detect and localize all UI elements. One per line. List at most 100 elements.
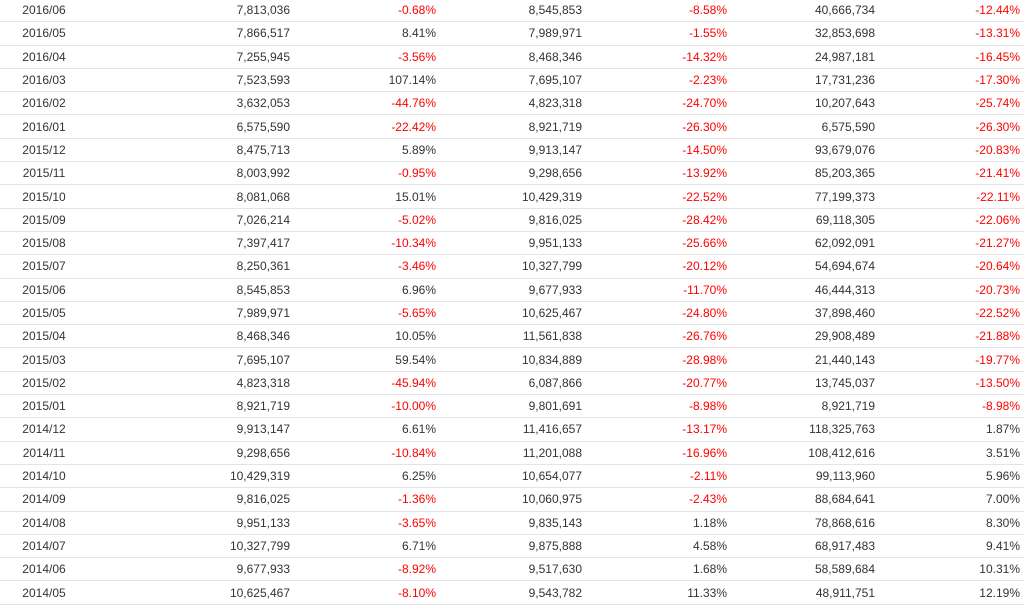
prev-year-value-cell: 9,875,888 [440,534,586,559]
cumulative-value-cell: 21,440,143 [732,347,879,372]
monthly-value-cell: 8,003,992 [110,161,290,186]
monthly-change-cell: 8.41% [290,21,440,46]
cumulative-value-cell: 32,853,698 [732,21,879,46]
cumulative-change-cell: -20.64% [879,254,1024,279]
period-cell: 2016/04 [0,45,110,69]
period-cell: 2015/03 [0,347,110,372]
yoy-change-cell: 1.68% [586,557,732,582]
cumulative-value-cell: 69,118,305 [732,208,879,232]
prev-year-value-cell: 8,545,853 [440,0,586,23]
prev-year-value-cell: 7,695,107 [440,68,586,93]
prev-year-value-cell: 8,468,346 [440,45,586,69]
monthly-change-cell: 6.96% [290,278,440,302]
monthly-change-cell: 15.01% [290,184,440,209]
prev-year-value-cell: 10,834,889 [440,347,586,372]
period-cell: 2015/07 [0,254,110,279]
cumulative-value-cell: 40,666,734 [732,0,879,23]
cumulative-change-cell: 1.87% [879,417,1024,442]
prev-year-value-cell: 11,201,088 [440,441,586,465]
cumulative-value-cell: 10,207,643 [732,91,879,116]
yoy-change-cell: -13.92% [586,161,732,186]
period-cell: 2015/09 [0,208,110,232]
cumulative-change-cell: -22.52% [879,301,1024,326]
yoy-change-cell: -1.55% [586,21,732,46]
monthly-value-cell: 7,813,036 [110,0,290,23]
cumulative-value-cell: 6,575,590 [732,114,879,139]
table-row: 2015/08 7,397,417 -10.34% 9,951,133 -25.66% 6… [0,231,1024,256]
period-cell: 2015/11 [0,161,110,186]
cumulative-value-cell: 17,731,236 [732,68,879,93]
yoy-change-cell: -26.30% [586,114,732,139]
table-row: 2014/10 10,429,319 6.25% 10,654,077 -2.11% 99… [0,464,1024,489]
cumulative-change-cell: -13.50% [879,371,1024,396]
cumulative-change-cell: -17.30% [879,68,1024,93]
table-row: 2016/01 6,575,590 -22.42% 8,921,719 -26.30% 6… [0,114,1024,139]
period-cell: 2015/06 [0,278,110,302]
cumulative-value-cell: 48,911,751 [732,580,879,605]
yoy-change-cell: 11.33% [586,580,732,605]
period-cell: 2015/01 [0,394,110,419]
prev-year-value-cell: 10,327,799 [440,254,586,279]
table-row: 2014/11 9,298,656 -10.84% 11,201,088 -16.96%… [0,441,1024,465]
monthly-change-cell: 10.05% [290,324,440,349]
cumulative-value-cell: 78,868,616 [732,511,879,535]
cumulative-change-cell: -21.88% [879,324,1024,349]
table-row: 2014/09 9,816,025 -1.36% 10,060,975 -2.43% 88… [0,487,1024,512]
prev-year-value-cell: 10,654,077 [440,464,586,489]
cumulative-value-cell: 85,203,365 [732,161,879,186]
table-row: 2015/10 8,081,068 15.01% 10,429,319 -22.52% 7… [0,184,1024,209]
yoy-change-cell: -20.12% [586,254,732,279]
cumulative-change-cell: -13.31% [879,21,1024,46]
prev-year-value-cell: 11,416,657 [440,417,586,442]
monthly-value-cell: 8,921,719 [110,394,290,419]
cumulative-value-cell: 54,694,674 [732,254,879,279]
monthly-value-cell: 8,475,713 [110,138,290,163]
yoy-change-cell: -2.23% [586,68,732,93]
monthly-value-cell: 3,632,053 [110,91,290,116]
prev-year-value-cell: 11,561,838 [440,324,586,349]
table-row: 2015/03 7,695,107 59.54% 10,834,889 -28.98% 2… [0,347,1024,372]
period-cell: 2014/07 [0,534,110,559]
cumulative-value-cell: 118,325,763 [732,417,879,442]
cumulative-change-cell: -22.06% [879,208,1024,232]
table-row: 2015/02 4,823,318 -45.94% 6,087,866 -20.77% 1… [0,371,1024,396]
monthly-change-cell: -8.10% [290,580,440,605]
period-cell: 2014/11 [0,441,110,465]
cumulative-value-cell: 37,898,460 [732,301,879,326]
yoy-change-cell: -2.43% [586,487,732,512]
cumulative-change-cell: 8.30% [879,511,1024,535]
cumulative-value-cell: 99,113,960 [732,464,879,489]
monthly-value-cell: 7,523,593 [110,68,290,93]
cumulative-change-cell: -20.83% [879,138,1024,163]
monthly-value-cell: 9,677,933 [110,557,290,582]
prev-year-value-cell: 10,625,467 [440,301,586,326]
cumulative-value-cell: 46,444,313 [732,278,879,302]
period-cell: 2016/01 [0,114,110,139]
yoy-change-cell: -28.42% [586,208,732,232]
table-row: 2016/03 7,523,593 107.14% 7,695,107 -2.23% 17… [0,68,1024,93]
yoy-change-cell: -24.80% [586,301,732,326]
table-row: 2015/01 8,921,719 -10.00% 9,801,691 -8.98% 8,… [0,394,1024,419]
yoy-change-cell: -13.17% [586,417,732,442]
monthly-change-cell: -10.34% [290,231,440,256]
table-row: 2015/07 8,250,361 -3.46% 10,327,799 -20.12% 5… [0,254,1024,279]
monthly-change-cell: -10.00% [290,394,440,419]
cumulative-change-cell: -12.44% [879,0,1024,23]
yoy-change-cell: -14.50% [586,138,732,163]
prev-year-value-cell: 9,543,782 [440,580,586,605]
cumulative-change-cell: -20.73% [879,278,1024,302]
monthly-change-cell: -45.94% [290,371,440,396]
monthly-value-cell: 10,327,799 [110,534,290,559]
period-cell: 2016/05 [0,21,110,46]
prev-year-value-cell: 9,816,025 [440,208,586,232]
monthly-change-cell: 107.14% [290,68,440,93]
cumulative-value-cell: 77,199,373 [732,184,879,209]
cumulative-change-cell: -16.45% [879,45,1024,69]
prev-year-value-cell: 4,823,318 [440,91,586,116]
monthly-value-cell: 9,298,656 [110,441,290,465]
yoy-change-cell: -11.70% [586,278,732,302]
table-row: 2014/07 10,327,799 6.71% 9,875,888 4.58% 68,9… [0,534,1024,559]
table-row: 2014/05 10,625,467 -8.10% 9,543,782 11.33% 48… [0,580,1024,605]
cumulative-change-cell: -21.41% [879,161,1024,186]
